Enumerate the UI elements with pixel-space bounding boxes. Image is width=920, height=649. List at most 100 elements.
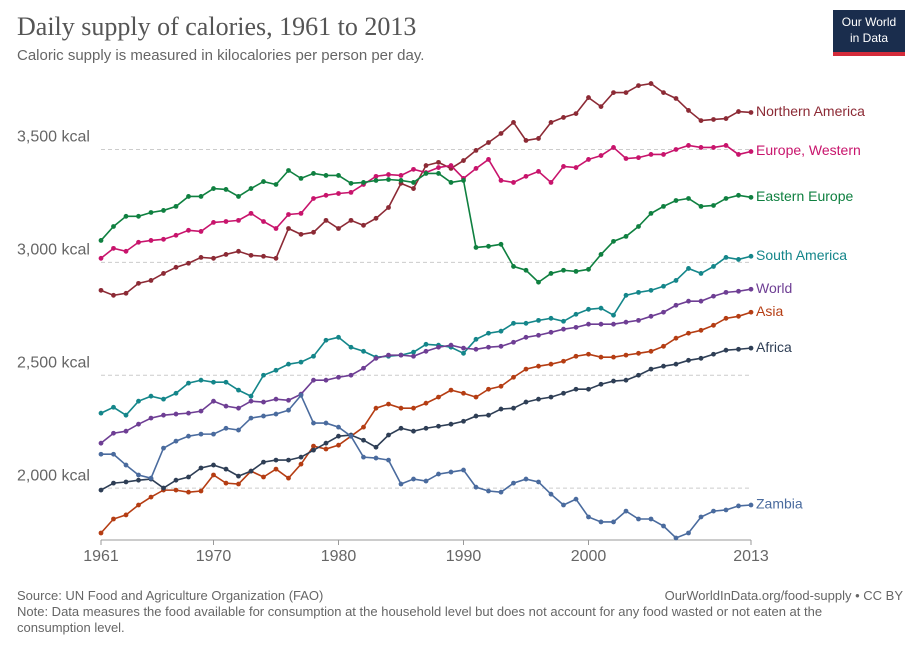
point [698, 298, 704, 304]
point [186, 433, 191, 439]
point [286, 168, 291, 173]
point [636, 289, 641, 295]
logo-text: in Data [850, 31, 888, 45]
point [498, 383, 504, 389]
point [361, 222, 366, 228]
point [236, 248, 241, 254]
point [673, 302, 679, 308]
point [536, 396, 541, 402]
point [736, 503, 741, 509]
point [148, 393, 154, 399]
series-label: Zambia [756, 496, 803, 512]
point [486, 386, 491, 392]
chart-subtitle: Caloric supply is measured in kilocalori… [17, 47, 424, 64]
point [111, 480, 116, 486]
point [123, 512, 129, 518]
point [498, 489, 504, 495]
point [348, 433, 354, 439]
point [148, 494, 154, 500]
x-tick-label: 1980 [321, 548, 357, 565]
point [611, 519, 616, 525]
point [98, 487, 104, 493]
point [748, 345, 754, 351]
point [511, 480, 516, 486]
point [548, 361, 554, 367]
point [673, 147, 679, 152]
y-tick-label: 3,500 kcal [17, 129, 90, 146]
logo-box [833, 10, 905, 56]
point [498, 328, 504, 334]
point [711, 117, 716, 122]
point [173, 203, 179, 209]
point [236, 217, 241, 223]
point [586, 157, 591, 162]
point [336, 442, 341, 448]
point [486, 243, 491, 249]
point [261, 253, 266, 259]
point [436, 159, 441, 165]
point [598, 321, 604, 327]
point [273, 411, 279, 417]
point [723, 315, 729, 321]
point [423, 163, 429, 168]
point [586, 514, 591, 520]
point [561, 502, 566, 508]
point [711, 351, 716, 357]
point [548, 315, 554, 321]
point [648, 210, 654, 216]
point [523, 320, 529, 326]
point [611, 90, 616, 96]
point [336, 374, 341, 380]
point [461, 158, 466, 163]
point [336, 173, 341, 178]
point [448, 342, 454, 348]
point [298, 454, 304, 460]
point [223, 219, 229, 224]
point [473, 346, 479, 352]
point [411, 349, 416, 355]
point [298, 210, 304, 216]
point [686, 196, 691, 201]
point [661, 283, 666, 289]
point [473, 394, 479, 400]
point [561, 164, 566, 169]
point [623, 352, 629, 358]
point [123, 462, 129, 468]
point [673, 198, 679, 203]
point [348, 344, 354, 350]
point [361, 437, 366, 443]
point [386, 172, 391, 177]
point [286, 361, 291, 367]
series-label: World [756, 280, 792, 296]
point [236, 481, 241, 487]
point [186, 227, 191, 233]
point [586, 351, 591, 357]
point [561, 267, 566, 273]
point [536, 279, 541, 285]
point [373, 355, 379, 361]
point [223, 252, 229, 257]
point [436, 171, 441, 176]
point [348, 217, 354, 223]
point [698, 355, 704, 361]
point [98, 410, 104, 416]
point [698, 327, 704, 333]
point [748, 149, 754, 154]
point [123, 428, 129, 434]
point [598, 305, 604, 311]
point [748, 110, 754, 115]
point [548, 329, 554, 335]
point [111, 224, 116, 229]
point [373, 405, 379, 411]
point [136, 280, 141, 286]
point [611, 354, 616, 360]
point [498, 131, 504, 136]
point [661, 363, 666, 369]
point [686, 530, 691, 536]
url: OurWorldInData.org/food-supply • CC BY [664, 588, 903, 603]
series-line [100, 144, 752, 259]
point [548, 491, 554, 497]
point [673, 335, 679, 341]
